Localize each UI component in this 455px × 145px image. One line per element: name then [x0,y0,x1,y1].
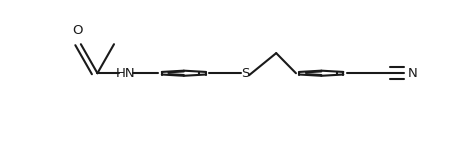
Text: O: O [72,25,82,38]
Text: N: N [408,67,418,80]
Text: HN: HN [116,67,136,80]
Text: S: S [241,67,250,80]
